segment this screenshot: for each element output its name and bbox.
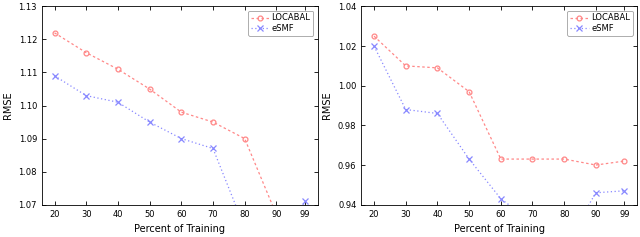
- LOCABAL: [241, 137, 248, 140]
- eSMF: [209, 147, 217, 150]
- Legend: LOCABAL, eSMF: LOCABAL, eSMF: [248, 11, 314, 36]
- Line: LOCABAL: LOCABAL: [372, 34, 627, 168]
- eSMF: [146, 121, 154, 123]
- eSMF: [592, 191, 600, 194]
- eSMF: [51, 74, 58, 77]
- LOCABAL: [465, 90, 473, 93]
- eSMF: [402, 108, 410, 111]
- eSMF: [301, 200, 308, 203]
- LOCABAL: [529, 158, 536, 160]
- LOCABAL: [561, 158, 568, 160]
- X-axis label: Percent of Training: Percent of Training: [454, 224, 545, 234]
- Line: eSMF: eSMF: [52, 73, 308, 237]
- eSMF: [621, 189, 628, 192]
- LOCABAL: [83, 51, 90, 54]
- eSMF: [241, 226, 248, 229]
- LOCABAL: [497, 158, 504, 160]
- LOCABAL: [273, 213, 280, 216]
- LOCABAL: [114, 68, 122, 71]
- LOCABAL: [177, 111, 185, 114]
- Legend: LOCABAL, eSMF: LOCABAL, eSMF: [568, 11, 633, 36]
- LOCABAL: [592, 164, 600, 166]
- eSMF: [497, 197, 504, 200]
- eSMF: [83, 94, 90, 97]
- eSMF: [370, 45, 378, 47]
- LOCABAL: [402, 64, 410, 67]
- eSMF: [529, 221, 536, 224]
- Line: LOCABAL: LOCABAL: [52, 30, 307, 237]
- Y-axis label: RMSE: RMSE: [323, 92, 332, 119]
- eSMF: [433, 112, 441, 115]
- Line: eSMF: eSMF: [371, 43, 627, 237]
- LOCABAL: [621, 160, 628, 163]
- LOCABAL: [51, 32, 58, 34]
- LOCABAL: [433, 66, 441, 69]
- X-axis label: Percent of Training: Percent of Training: [134, 224, 225, 234]
- eSMF: [465, 158, 473, 160]
- LOCABAL: [370, 35, 378, 38]
- eSMF: [114, 101, 122, 104]
- eSMF: [177, 137, 185, 140]
- LOCABAL: [209, 121, 217, 123]
- LOCABAL: [146, 88, 154, 91]
- Y-axis label: RMSE: RMSE: [3, 92, 13, 119]
